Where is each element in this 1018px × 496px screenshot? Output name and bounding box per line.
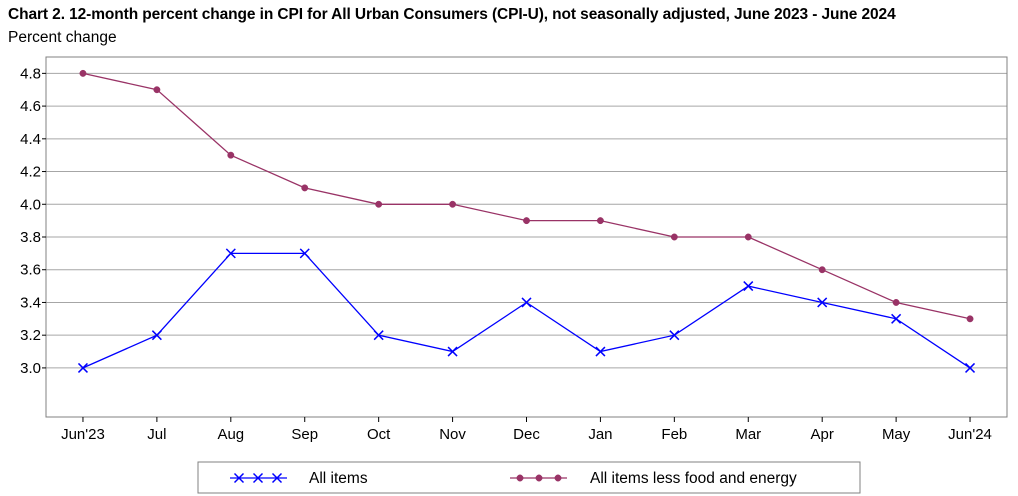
data-point: [596, 217, 604, 225]
data-point-stroke: [447, 346, 458, 357]
legend-marker: [233, 472, 245, 484]
legend-label: All items less food and energy: [590, 470, 797, 487]
data-point: [523, 217, 530, 225]
data-point: [449, 200, 457, 208]
x-tick-label: Mar: [735, 426, 761, 443]
data-point: [77, 362, 88, 373]
series-core: [79, 69, 974, 323]
data-point-stroke: [77, 362, 88, 373]
data-point-stroke: [743, 281, 754, 292]
y-axis-label: Percent change: [8, 29, 117, 46]
data-point: [743, 281, 754, 292]
x-tick-label: Jun'24: [948, 426, 992, 443]
data-point: [966, 315, 974, 323]
series-all-items: [77, 248, 976, 373]
data-point: [744, 233, 752, 241]
y-tick-label: 4.6: [20, 98, 41, 115]
data-point: [817, 297, 828, 308]
x-tick-label: Feb: [661, 426, 687, 443]
data-point: [225, 248, 236, 259]
y-tick-label: 3.6: [20, 262, 41, 279]
legend-marker: [252, 472, 264, 484]
x-tick-label: Nov: [439, 426, 466, 443]
x-tick-label: Aug: [217, 426, 244, 443]
data-point-stroke: [521, 297, 532, 308]
data-point-stroke: [669, 330, 680, 341]
y-tick-label: 3.0: [20, 360, 41, 377]
y-tick-label: 4.0: [20, 196, 41, 213]
legend-marker-stroke: [252, 472, 264, 484]
legend-marker-stroke: [233, 472, 245, 484]
data-point: [299, 248, 310, 259]
data-point: [818, 266, 826, 274]
data-point: [153, 86, 161, 94]
legend-marker: [516, 474, 524, 482]
y-tick-label: 3.2: [20, 327, 41, 344]
data-point-stroke: [373, 330, 384, 341]
data-point-stroke: [595, 346, 606, 357]
data-point-stroke: [299, 248, 310, 259]
x-tick-label: May: [882, 426, 911, 443]
y-tick-label: 3.4: [20, 294, 41, 311]
data-point: [227, 151, 235, 159]
data-point: [965, 362, 976, 373]
data-point: [79, 69, 87, 77]
data-point: [669, 330, 680, 341]
data-point: [521, 297, 532, 308]
x-tick-label: Sep: [291, 426, 318, 443]
data-point-stroke: [817, 297, 828, 308]
y-tick-label: 4.4: [20, 131, 41, 148]
series-line: [82, 252, 971, 369]
chart-title: Chart 2. 12-month percent change in CPI …: [8, 6, 896, 23]
data-point-stroke: [151, 330, 162, 341]
data-point: [670, 233, 678, 241]
legend-label: All items: [309, 470, 368, 487]
data-point: [151, 330, 162, 341]
data-point: [595, 346, 606, 357]
x-tick-label: Dec: [513, 426, 540, 443]
data-point: [375, 200, 383, 208]
y-tick-label: 4.2: [20, 164, 41, 181]
y-tick-label: 3.8: [20, 229, 41, 246]
legend-marker: [554, 474, 562, 482]
x-tick-label: Apr: [811, 426, 834, 443]
data-point: [891, 313, 902, 324]
data-point-stroke: [965, 362, 976, 373]
data-point: [892, 299, 900, 306]
legend-item-core: All items less food and energy: [510, 470, 797, 487]
data-point: [447, 346, 458, 357]
x-tick-label: Jun'23: [61, 426, 105, 443]
legend-marker: [535, 474, 543, 482]
x-tick-label: Jan: [588, 426, 612, 443]
data-point-stroke: [225, 248, 236, 259]
legend-marker: [271, 472, 283, 484]
data-point: [301, 184, 309, 192]
legend-marker-stroke: [271, 472, 283, 484]
series-line: [82, 72, 971, 320]
x-tick-label: Jul: [147, 426, 166, 443]
data-point-stroke: [891, 313, 902, 324]
x-tick-label: Oct: [367, 426, 391, 443]
data-point: [373, 330, 384, 341]
y-tick-label: 4.8: [20, 65, 41, 82]
legend-item-all-items: All items: [230, 470, 368, 487]
legend: All items All items less food and energy: [197, 461, 861, 494]
